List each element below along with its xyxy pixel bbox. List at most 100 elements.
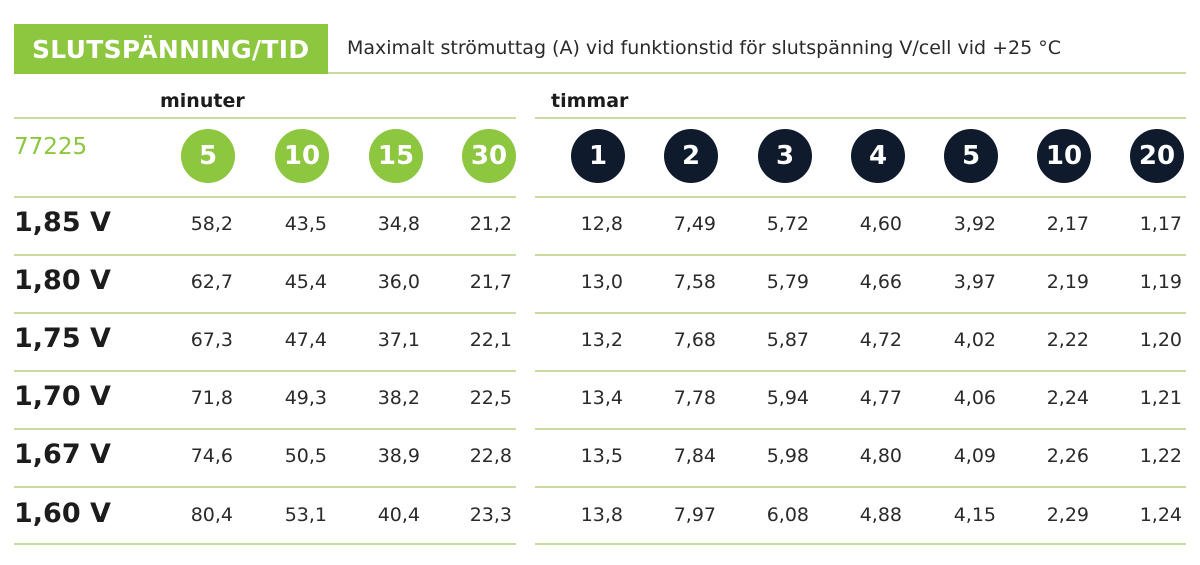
row-divider bbox=[14, 370, 516, 372]
row-divider bbox=[535, 196, 1186, 198]
minute-column-header: 30 bbox=[462, 129, 516, 183]
table-cell: 2,22 bbox=[1046, 329, 1089, 351]
hour-column-header: 4 bbox=[851, 129, 905, 183]
table-cell: 47,4 bbox=[284, 329, 327, 351]
table-cell: 3,92 bbox=[953, 213, 996, 235]
row-divider bbox=[14, 312, 516, 314]
table-cell: 62,7 bbox=[190, 271, 233, 293]
table-cell: 37,1 bbox=[377, 329, 420, 351]
hour-column-header: 20 bbox=[1130, 129, 1184, 183]
table-cell: 74,6 bbox=[190, 445, 233, 467]
row-divider bbox=[535, 486, 1186, 488]
hour-column-header: 3 bbox=[758, 129, 812, 183]
row-divider bbox=[14, 428, 516, 430]
voltage-label: 1,80 V bbox=[14, 265, 111, 296]
table-cell: 7,97 bbox=[673, 504, 716, 526]
table-cell: 13,8 bbox=[580, 504, 623, 526]
table-cell: 40,4 bbox=[377, 504, 420, 526]
table-cell: 45,4 bbox=[284, 271, 327, 293]
table-cell: 7,68 bbox=[673, 329, 716, 351]
table-cell: 4,66 bbox=[859, 271, 902, 293]
table-cell: 4,60 bbox=[859, 213, 902, 235]
table-cell: 5,94 bbox=[766, 387, 809, 409]
table-cell: 7,58 bbox=[673, 271, 716, 293]
table-cell: 6,08 bbox=[766, 504, 809, 526]
voltage-label: 1,70 V bbox=[14, 381, 111, 412]
divider bbox=[535, 117, 1186, 119]
table-cell: 4,15 bbox=[953, 504, 996, 526]
table-cell: 21,7 bbox=[469, 271, 512, 293]
table-cell: 43,5 bbox=[284, 213, 327, 235]
table-cell: 1,21 bbox=[1139, 387, 1182, 409]
table-cell: 22,1 bbox=[469, 329, 512, 351]
row-divider bbox=[14, 543, 516, 545]
table-cell: 4,72 bbox=[859, 329, 902, 351]
hour-column-header: 10 bbox=[1037, 129, 1091, 183]
hours-group-label: timmar bbox=[551, 90, 629, 112]
table-cell: 80,4 bbox=[190, 504, 233, 526]
table-cell: 12,8 bbox=[580, 213, 623, 235]
table-cell: 34,8 bbox=[377, 213, 420, 235]
voltage-label: 1,67 V bbox=[14, 439, 111, 470]
table-cell: 22,8 bbox=[469, 445, 512, 467]
table-cell: 5,98 bbox=[766, 445, 809, 467]
table-cell: 36,0 bbox=[377, 271, 420, 293]
table-cell: 2,17 bbox=[1046, 213, 1089, 235]
table-cell: 2,29 bbox=[1046, 504, 1089, 526]
row-divider bbox=[14, 196, 516, 198]
table-cell: 38,2 bbox=[377, 387, 420, 409]
table-cell: 50,5 bbox=[284, 445, 327, 467]
table-cell: 4,77 bbox=[859, 387, 902, 409]
hour-column-header: 2 bbox=[664, 129, 718, 183]
table-cell: 53,1 bbox=[284, 504, 327, 526]
table-header: SLUTSPÄNNING/TID Maximalt strömuttag (A)… bbox=[14, 24, 1186, 74]
table-cell: 1,24 bbox=[1139, 504, 1182, 526]
table-cell: 13,4 bbox=[580, 387, 623, 409]
table-cell: 2,24 bbox=[1046, 387, 1089, 409]
table-cell: 5,79 bbox=[766, 271, 809, 293]
table-cell: 38,9 bbox=[377, 445, 420, 467]
table-cell: 1,19 bbox=[1139, 271, 1182, 293]
minute-column-header: 15 bbox=[369, 129, 423, 183]
table-title: SLUTSPÄNNING/TID bbox=[14, 24, 328, 74]
minute-column-header: 5 bbox=[181, 129, 235, 183]
table-cell: 4,06 bbox=[953, 387, 996, 409]
row-divider bbox=[535, 428, 1186, 430]
table-cell: 5,72 bbox=[766, 213, 809, 235]
divider bbox=[14, 117, 516, 119]
table-cell: 58,2 bbox=[190, 213, 233, 235]
table-cell: 23,3 bbox=[469, 504, 512, 526]
table-cell: 71,8 bbox=[190, 387, 233, 409]
table-cell: 7,78 bbox=[673, 387, 716, 409]
table-cell: 22,5 bbox=[469, 387, 512, 409]
table-cell: 4,88 bbox=[859, 504, 902, 526]
product-number: 77225 bbox=[14, 134, 88, 160]
table-cell: 2,26 bbox=[1046, 445, 1089, 467]
minute-column-header: 10 bbox=[275, 129, 329, 183]
table-cell: 4,80 bbox=[859, 445, 902, 467]
row-divider bbox=[535, 370, 1186, 372]
row-divider bbox=[535, 312, 1186, 314]
row-divider bbox=[14, 254, 516, 256]
table-cell: 2,19 bbox=[1046, 271, 1089, 293]
hour-column-header: 5 bbox=[944, 129, 998, 183]
table-cell: 21,2 bbox=[469, 213, 512, 235]
voltage-label: 1,60 V bbox=[14, 498, 111, 529]
table-cell: 13,5 bbox=[580, 445, 623, 467]
row-divider bbox=[14, 486, 516, 488]
row-divider bbox=[535, 543, 1186, 545]
row-divider bbox=[535, 254, 1186, 256]
table-subtitle: Maximalt strömuttag (A) vid funktionstid… bbox=[347, 37, 1062, 59]
table-cell: 1,20 bbox=[1139, 329, 1182, 351]
hour-column-header: 1 bbox=[571, 129, 625, 183]
table-cell: 3,97 bbox=[953, 271, 996, 293]
table-cell: 67,3 bbox=[190, 329, 233, 351]
table-cell: 4,09 bbox=[953, 445, 996, 467]
table-cell: 13,0 bbox=[580, 271, 623, 293]
voltage-label: 1,85 V bbox=[14, 207, 111, 238]
table-cell: 13,2 bbox=[580, 329, 623, 351]
table-cell: 1,22 bbox=[1139, 445, 1182, 467]
minutes-group-label: minuter bbox=[160, 90, 245, 112]
table-cell: 1,17 bbox=[1139, 213, 1182, 235]
table-cell: 5,87 bbox=[766, 329, 809, 351]
